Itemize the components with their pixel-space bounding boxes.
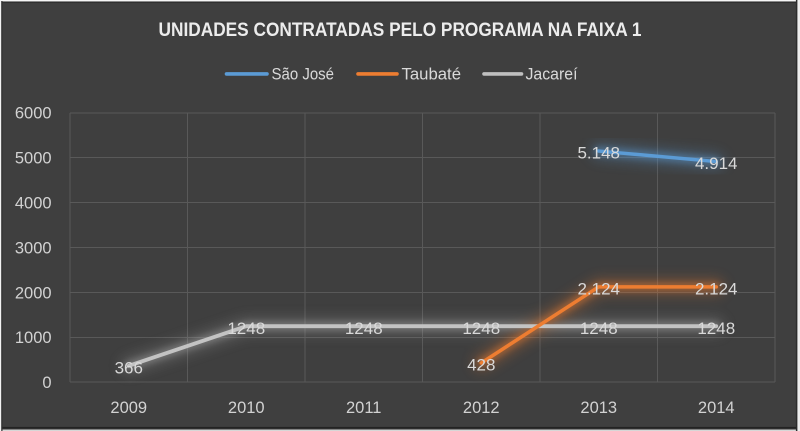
svg-text:5.148: 5.148 bbox=[577, 144, 620, 163]
svg-text:366: 366 bbox=[115, 358, 143, 377]
svg-text:428: 428 bbox=[467, 356, 495, 375]
svg-text:2012: 2012 bbox=[463, 399, 500, 417]
svg-text:2009: 2009 bbox=[110, 399, 147, 417]
svg-text:1248: 1248 bbox=[462, 319, 500, 338]
svg-text:2000: 2000 bbox=[15, 284, 52, 302]
svg-text:Jacareí: Jacareí bbox=[526, 65, 578, 84]
svg-text:2011: 2011 bbox=[346, 399, 381, 417]
svg-text:2.124: 2.124 bbox=[695, 279, 738, 298]
svg-text:4000: 4000 bbox=[15, 195, 52, 213]
svg-text:1248: 1248 bbox=[345, 319, 383, 338]
svg-text:2013: 2013 bbox=[580, 399, 617, 417]
svg-text:1248: 1248 bbox=[580, 319, 618, 338]
svg-text:2010: 2010 bbox=[228, 399, 265, 417]
svg-text:2.124: 2.124 bbox=[577, 279, 620, 298]
svg-text:2014: 2014 bbox=[698, 399, 735, 417]
svg-text:1248: 1248 bbox=[697, 319, 735, 338]
svg-text:0: 0 bbox=[42, 374, 51, 392]
svg-text:5000: 5000 bbox=[15, 150, 52, 168]
svg-text:6000: 6000 bbox=[15, 105, 52, 123]
svg-text:Taubaté: Taubaté bbox=[402, 65, 462, 84]
svg-text:1000: 1000 bbox=[15, 329, 52, 347]
svg-text:UNIDADES CONTRATADAS PELO PROG: UNIDADES CONTRATADAS PELO PROGRAMA NA FA… bbox=[159, 20, 642, 41]
svg-text:3000: 3000 bbox=[15, 239, 52, 257]
svg-text:São José: São José bbox=[272, 65, 335, 84]
svg-text:1248: 1248 bbox=[227, 319, 265, 338]
svg-text:4.914: 4.914 bbox=[695, 154, 738, 173]
